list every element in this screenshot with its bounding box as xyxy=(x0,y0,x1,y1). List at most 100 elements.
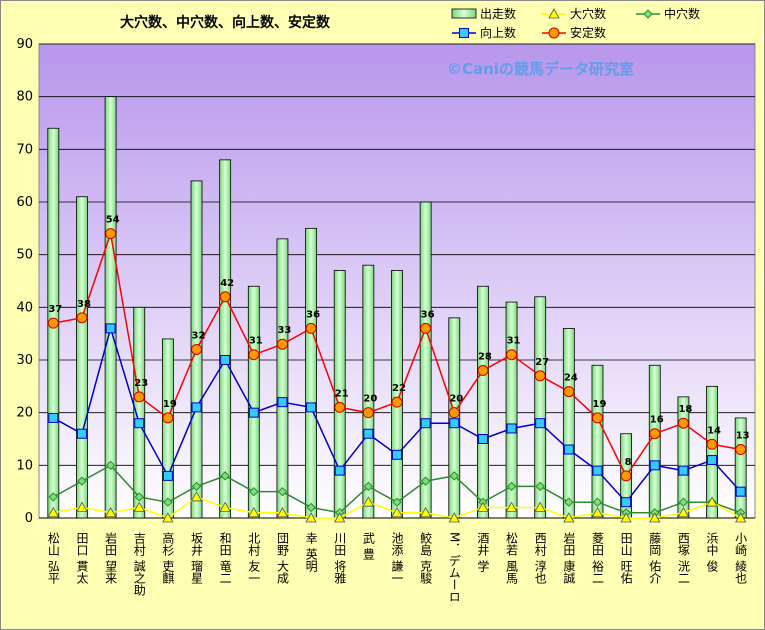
x-tick-label: 田口 貫太 xyxy=(75,532,89,584)
point-向上数 xyxy=(707,455,718,466)
bar-出走数 xyxy=(276,238,289,519)
x-tick-label: 坂井 瑠星 xyxy=(190,532,204,584)
bar-出走数 xyxy=(677,396,690,519)
point-大穴数 xyxy=(677,506,690,518)
point-安定数 xyxy=(219,291,231,303)
point-安定数 xyxy=(334,401,346,413)
x-tick-label: 岩田 望来 xyxy=(104,531,118,584)
point-安定数 xyxy=(162,412,174,424)
legend-label: 向上数 xyxy=(480,25,516,40)
legend-label: 中穴数 xyxy=(664,6,700,21)
point-中穴数 xyxy=(48,492,59,502)
point-大穴数 xyxy=(305,512,317,523)
data-label: 54 xyxy=(106,215,120,226)
legend-marker xyxy=(548,27,560,39)
x-tick-label: 池添 謙一 xyxy=(390,532,404,584)
point-大穴数 xyxy=(190,491,203,502)
point-大穴数 xyxy=(248,506,260,518)
point-中穴数 xyxy=(105,460,116,471)
x-tick-label: 吉村 誠之助 xyxy=(132,532,146,596)
point-向上数 xyxy=(477,434,488,444)
x-tick-label: 武 豊 xyxy=(361,532,375,560)
y-tick-label: 70 xyxy=(16,142,33,157)
point-安定数 xyxy=(391,396,403,408)
point-向上数 xyxy=(76,428,87,439)
point-中穴数 xyxy=(678,497,689,507)
point-安定数 xyxy=(105,228,117,240)
bar-出走数 xyxy=(362,264,375,519)
point-大穴数 xyxy=(534,501,546,512)
x-tick-label: 藤岡 佑介 xyxy=(648,532,662,584)
point-大穴数 xyxy=(162,512,174,523)
point-安定数 xyxy=(448,407,460,419)
point-安定数 xyxy=(506,349,518,361)
y-tick-label: 10 xyxy=(16,458,33,473)
point-中穴数 xyxy=(306,502,316,513)
point-安定数 xyxy=(477,365,489,377)
data-label: 36 xyxy=(421,309,435,320)
point-向上数 xyxy=(134,418,145,429)
point-向上数 xyxy=(220,355,231,365)
point-向上数 xyxy=(735,486,746,497)
bar-出走数 xyxy=(477,285,489,519)
x-tick-label: 川田 将雅 xyxy=(333,532,347,584)
bar-出走数 xyxy=(161,338,174,519)
data-label: 31 xyxy=(249,336,263,347)
y-tick-label: 40 xyxy=(16,300,33,315)
data-label: 32 xyxy=(192,330,206,341)
x-tick-label: 岩田 康誠 xyxy=(562,531,576,585)
point-中穴数 xyxy=(506,481,517,492)
data-label: 19 xyxy=(593,399,607,410)
bar-出走数 xyxy=(391,270,403,519)
point-向上数 xyxy=(191,402,202,413)
point-中穴数 xyxy=(449,471,459,481)
legend-label: 出走数 xyxy=(480,6,516,21)
watermark: ©Caniの競馬データ研究室 xyxy=(447,60,634,78)
legend-marker xyxy=(459,28,469,38)
x-tick-label: 幸 英明 xyxy=(304,532,318,573)
x-tick-label: 高杉 吏麒 xyxy=(161,531,175,585)
point-大穴数 xyxy=(649,512,661,523)
point-向上数 xyxy=(649,460,660,471)
point-安定数 xyxy=(248,349,260,361)
point-安定数 xyxy=(563,386,575,398)
point-向上数 xyxy=(306,402,317,413)
x-tick-label: 田山 旺佑 xyxy=(619,532,633,584)
x-tick-label: 和田 竜二 xyxy=(218,532,232,584)
point-安定数 xyxy=(420,322,432,334)
point-大穴数 xyxy=(362,496,375,507)
point-大穴数 xyxy=(104,506,117,518)
data-label: 22 xyxy=(392,383,406,394)
y-tick-label: 50 xyxy=(16,248,33,263)
bar-出走数 xyxy=(648,364,661,519)
bar-出走数 xyxy=(706,385,718,519)
point-向上数 xyxy=(535,418,546,429)
point-向上数 xyxy=(248,407,259,418)
point-向上数 xyxy=(449,418,460,429)
y-tick-label: 30 xyxy=(16,353,33,368)
x-tick-label: 浜中 俊 xyxy=(705,532,719,572)
x-tick-label: 西塚 洸二 xyxy=(676,532,690,584)
point-中穴数 xyxy=(564,497,574,507)
legend-label: 大穴数 xyxy=(570,6,606,21)
data-label: 20 xyxy=(449,394,463,405)
point-大穴数 xyxy=(620,512,632,523)
data-label: 23 xyxy=(134,378,148,389)
point-大穴数 xyxy=(477,501,489,512)
point-中穴数 xyxy=(592,497,603,507)
point-安定数 xyxy=(362,407,374,419)
point-大穴数 xyxy=(276,506,289,518)
point-大穴数 xyxy=(76,501,88,512)
point-中穴数 xyxy=(535,481,545,492)
data-label: 28 xyxy=(478,352,492,363)
point-向上数 xyxy=(621,497,632,508)
bar-出走数 xyxy=(104,96,117,519)
point-中穴数 xyxy=(134,492,144,502)
data-label: 21 xyxy=(335,388,349,399)
x-tick-label: 酒井 学 xyxy=(476,532,490,572)
data-label: 13 xyxy=(736,431,750,442)
bar-出走数 xyxy=(247,285,260,519)
point-向上数 xyxy=(392,449,402,460)
point-向上数 xyxy=(162,470,173,481)
data-label: 20 xyxy=(363,394,377,405)
